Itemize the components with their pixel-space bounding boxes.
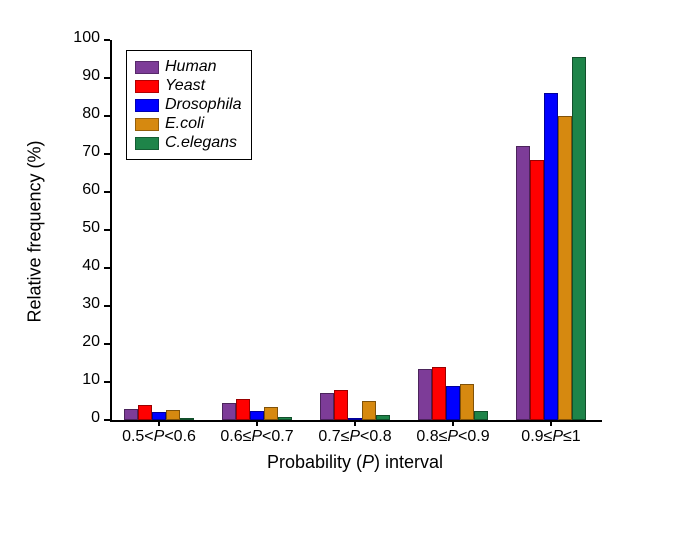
bar — [264, 407, 278, 420]
legend-item: Human — [135, 58, 241, 76]
x-tick-mark — [354, 420, 356, 426]
legend-label: C.elegans — [165, 134, 237, 152]
y-tick-mark — [104, 343, 110, 345]
bar — [278, 417, 292, 420]
bar — [544, 93, 558, 420]
bar — [166, 410, 180, 420]
x-axis-label-prefix: Probability ( — [267, 452, 362, 472]
y-tick-label: 70 — [62, 143, 100, 161]
legend-label: Yeast — [165, 77, 205, 95]
y-tick-mark — [104, 419, 110, 421]
bar — [530, 160, 544, 420]
bar — [418, 369, 432, 420]
y-tick-label: 0 — [62, 409, 100, 427]
x-tick-mark — [550, 420, 552, 426]
x-tick-mark — [452, 420, 454, 426]
legend-label: Human — [165, 58, 217, 76]
y-tick-mark — [104, 191, 110, 193]
legend-label: E.coli — [165, 115, 204, 133]
y-tick-label: 90 — [62, 67, 100, 85]
y-tick-mark — [104, 305, 110, 307]
legend-swatch — [135, 80, 159, 93]
legend-swatch — [135, 118, 159, 131]
x-tick-mark — [158, 420, 160, 426]
y-tick-label: 100 — [62, 29, 100, 47]
legend-swatch — [135, 99, 159, 112]
bar — [474, 411, 488, 420]
y-tick-label: 60 — [62, 181, 100, 199]
x-axis-label-suffix: ) interval — [374, 452, 443, 472]
legend-item: Drosophila — [135, 96, 241, 114]
bar — [334, 390, 348, 420]
x-tick-label: 0.7≤P<0.8 — [305, 428, 405, 446]
x-tick-label: 0.5<P<0.6 — [109, 428, 209, 446]
bar — [516, 146, 530, 420]
legend-swatch — [135, 61, 159, 74]
y-tick-mark — [104, 153, 110, 155]
y-tick-mark — [104, 229, 110, 231]
y-axis-label: Relative frequency (%) — [25, 132, 46, 332]
y-tick-mark — [104, 267, 110, 269]
bar — [558, 116, 572, 420]
bar — [362, 401, 376, 420]
legend-item: Yeast — [135, 77, 241, 95]
y-tick-label: 40 — [62, 257, 100, 275]
y-tick-label: 20 — [62, 333, 100, 351]
bar — [250, 411, 264, 421]
legend-swatch — [135, 137, 159, 150]
x-axis-label-var: P — [362, 452, 374, 472]
y-tick-mark — [104, 39, 110, 41]
legend-label: Drosophila — [165, 96, 241, 114]
y-tick-label: 10 — [62, 371, 100, 389]
y-tick-mark — [104, 115, 110, 117]
y-tick-label: 80 — [62, 105, 100, 123]
x-tick-label: 0.9≤P≤1 — [501, 428, 601, 446]
legend-item: C.elegans — [135, 134, 241, 152]
y-tick-mark — [104, 77, 110, 79]
bar — [460, 384, 474, 420]
bar-chart: Relative frequency (%) Probability (P) i… — [0, 0, 685, 533]
bar — [138, 405, 152, 420]
x-axis-label: Probability (P) interval — [110, 452, 600, 473]
bar — [222, 403, 236, 420]
bar — [124, 409, 138, 420]
x-tick-label: 0.6≤P<0.7 — [207, 428, 307, 446]
bar — [320, 393, 334, 420]
bar — [236, 399, 250, 420]
bar — [348, 418, 362, 420]
bar — [180, 418, 194, 420]
y-tick-label: 30 — [62, 295, 100, 313]
bar — [376, 415, 390, 420]
y-tick-label: 50 — [62, 219, 100, 237]
y-tick-mark — [104, 381, 110, 383]
legend: HumanYeastDrosophilaE.coliC.elegans — [126, 50, 252, 160]
bar — [432, 367, 446, 420]
x-tick-label: 0.8≤P<0.9 — [403, 428, 503, 446]
x-tick-mark — [256, 420, 258, 426]
bar — [572, 57, 586, 420]
legend-item: E.coli — [135, 115, 241, 133]
bar — [446, 386, 460, 420]
bar — [152, 412, 166, 420]
